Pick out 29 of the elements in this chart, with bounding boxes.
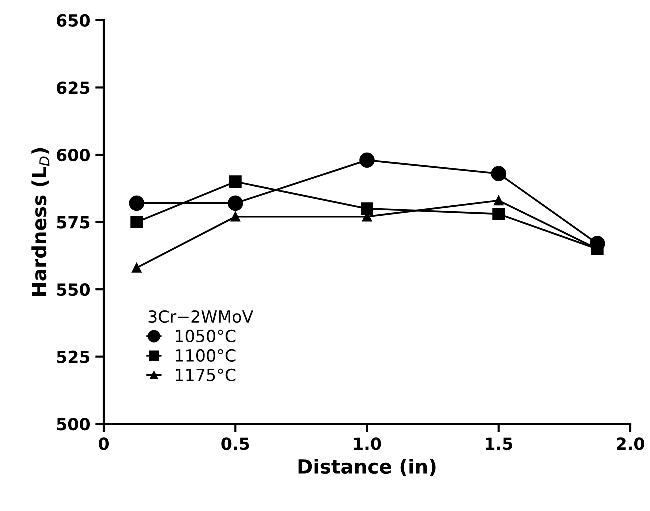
y-tick-label: 525 bbox=[57, 350, 90, 364]
x-tick-label: 1.5 bbox=[486, 438, 512, 450]
legend-label: 1100°C bbox=[176, 349, 236, 362]
y-tick-label: 650 bbox=[57, 14, 90, 28]
point bbox=[491, 166, 507, 182]
point bbox=[494, 196, 504, 206]
point bbox=[129, 196, 145, 212]
x-tick-label: 0.5 bbox=[222, 438, 250, 450]
point bbox=[360, 152, 375, 168]
point bbox=[230, 212, 240, 222]
y-tick-label: 600 bbox=[57, 148, 90, 162]
y-tick-label: 550 bbox=[57, 284, 90, 296]
legend-label: 1050°C bbox=[176, 330, 236, 343]
y-tick-label: 575 bbox=[57, 216, 90, 229]
point bbox=[130, 216, 144, 229]
point bbox=[229, 176, 242, 188]
x-tick-label: 1.0 bbox=[354, 438, 382, 450]
point bbox=[361, 202, 374, 216]
legend-label: 1175°C bbox=[176, 368, 236, 382]
legend-title: 3Cr−2WMoV bbox=[148, 310, 254, 324]
point bbox=[492, 208, 506, 220]
x-axis-title: Distance (in) bbox=[298, 459, 436, 476]
x-tick-label: 0 bbox=[99, 438, 109, 450]
y-tick-label: 625 bbox=[57, 82, 90, 94]
point bbox=[228, 196, 244, 212]
y-tick-label: 500 bbox=[57, 418, 90, 431]
y-axis-title: Hardness (L$_{D}$) bbox=[32, 148, 50, 296]
point bbox=[132, 263, 142, 273]
x-tick-label: 2.0 bbox=[617, 438, 644, 450]
